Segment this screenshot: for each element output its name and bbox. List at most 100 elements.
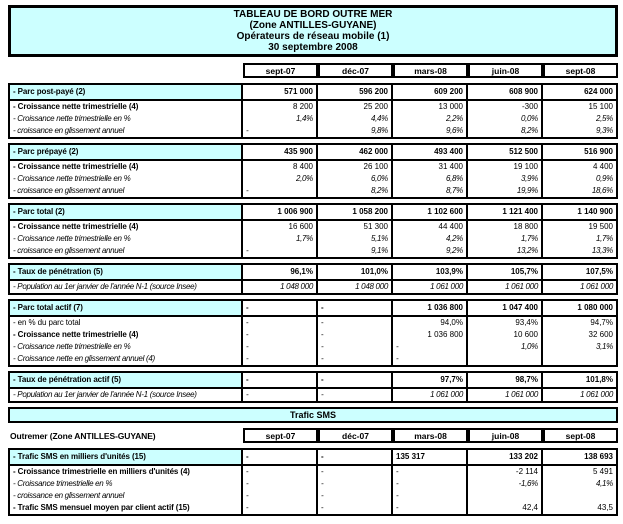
table-row: - Croissance nette trimestrielle (4) 8 40… <box>10 161 616 173</box>
value-cell <box>541 353 616 365</box>
report-title-block: TABLEAU DE BORD OUTRE MER (Zone ANTILLES-… <box>8 5 618 57</box>
table-row: - Taux de pénétration actif (5) - -97,7% 98… <box>10 373 616 389</box>
table-row: - Parc prépayé (2) 435 900 462 000 493 400 5… <box>10 145 616 161</box>
value-cell: 2,0% <box>241 173 316 185</box>
row-label: - Parc prépayé (2) <box>10 145 241 159</box>
value-cell: - <box>241 329 316 341</box>
value-cell: 1 048 000 <box>316 281 391 293</box>
value-cell: 516 900 <box>541 145 616 159</box>
value-cell: - <box>241 373 316 387</box>
table-row: - Croissance nette trimestrielle en % 1,4… <box>10 113 616 125</box>
value-cell: 1 061 000 <box>466 281 541 293</box>
value-cell: 19 100 <box>466 161 541 173</box>
sms-header-spacer: Outremer (Zone ANTILLES-GUYANE) <box>8 428 243 443</box>
column-header-cell: mars-08 <box>393 428 468 443</box>
value-cell: - <box>241 125 316 137</box>
value-cell: 1 080 000 <box>541 301 616 315</box>
row-label: - en % du parc total <box>13 318 81 327</box>
table-row: - Croissance nette trimestrielle en % 2,0… <box>10 173 616 185</box>
value-cell: 43,5 <box>541 502 616 514</box>
table-row: - Trafic SMS en milliers d'unités (15) - -… <box>10 450 616 466</box>
value-cell: 2,5% <box>541 113 616 125</box>
table-row: - croissance en glissement annuel -9,8% 9,… <box>10 125 616 137</box>
report-title-line: TABLEAU DE BORD OUTRE MER <box>233 9 393 20</box>
row-label: - Parc post-payé (2) <box>10 85 241 99</box>
row-label: - croissance en glissement annuel <box>13 186 125 195</box>
table-row: - Population au 1er janvier de l'année N… <box>10 281 616 293</box>
table-row: - Croissance nette trimestrielle en % - - -… <box>10 341 616 353</box>
row-label: - Trafic SMS mensuel moyen par client ac… <box>13 503 190 512</box>
value-cell: 0,0% <box>466 113 541 125</box>
value-cell: - <box>316 389 391 401</box>
value-cell: - <box>241 478 316 490</box>
row-label: - Croissance nette trimestrielle en % <box>13 234 131 243</box>
value-cell: 1 047 400 <box>466 301 541 315</box>
value-cell: - <box>316 502 391 514</box>
value-cell: 19 500 <box>541 221 616 233</box>
value-cell: 3,9% <box>466 173 541 185</box>
row-label: - Croissance nette trimestrielle (4) <box>13 222 139 231</box>
report-title-line: 30 septembre 2008 <box>268 42 358 53</box>
row-label: - Parc total (2) <box>10 205 241 219</box>
value-cell: 96,1% <box>241 265 316 279</box>
value-cell: 18,6% <box>541 185 616 197</box>
value-cell: 608 900 <box>466 85 541 99</box>
value-cell: 1,7% <box>466 233 541 245</box>
section-parc-total-actif: - Parc total actif (7) - -1 036 800 1 047 4… <box>8 299 618 367</box>
sms-section-area: - Trafic SMS en milliers d'unités (15) - -… <box>0 448 623 516</box>
value-cell: 25 200 <box>316 101 391 113</box>
value-cell: 103,9% <box>391 265 466 279</box>
section-parc-post-paye: - Parc post-payé (2) 571 000 596 200 609 20… <box>8 83 618 139</box>
value-cell: 105,7% <box>466 265 541 279</box>
column-header-cell: sept-08 <box>543 63 618 78</box>
value-cell: - <box>241 185 316 197</box>
value-cell: 0,9% <box>541 173 616 185</box>
value-cell: 571 000 <box>241 85 316 99</box>
report-title-line: (Zone ANTILLES-GUYANE) <box>249 20 377 31</box>
value-cell: 1 061 000 <box>541 281 616 293</box>
value-cell: 1 140 900 <box>541 205 616 219</box>
value-cell: 512 500 <box>466 145 541 159</box>
value-cell: - <box>316 301 391 315</box>
value-cell: 1 061 000 <box>391 281 466 293</box>
value-cell: 19,9% <box>466 185 541 197</box>
table-row: - Croissance nette en glissement annuel … <box>10 353 616 365</box>
value-cell: 8,2% <box>316 185 391 197</box>
row-label: - Population au 1er janvier de l'année N… <box>13 390 197 399</box>
value-cell: 1 121 400 <box>466 205 541 219</box>
value-cell: 10 600 <box>466 329 541 341</box>
table-row: - Parc total (2) 1 006 900 1 058 200 1 102 … <box>10 205 616 221</box>
value-cell: 18 800 <box>466 221 541 233</box>
value-cell: 3,1% <box>541 341 616 353</box>
value-cell: - <box>241 450 316 464</box>
value-cell: - <box>316 341 391 353</box>
value-cell: 93,4% <box>466 317 541 329</box>
table-row: - croissance en glissement annuel - - - <box>10 490 616 502</box>
column-header-cell: déc-07 <box>318 63 393 78</box>
sms-band-title: Trafic SMS <box>289 410 336 420</box>
column-header-cell: sept-07 <box>243 428 318 443</box>
value-cell: - <box>316 373 391 387</box>
sms-column-header-row: Outremer (Zone ANTILLES-GUYANE) sept-07 d… <box>8 428 623 443</box>
section-taux-de-penetration: - Taux de pénétration (5) 96,1% 101,0% 103,… <box>8 263 618 295</box>
section-trafic-sms: - Trafic SMS en milliers d'unités (15) - -… <box>8 448 618 516</box>
value-cell: 9,1% <box>316 245 391 257</box>
row-label: - Croissance nette trimestrielle en % <box>13 174 131 183</box>
value-cell: 609 200 <box>391 85 466 99</box>
value-cell: 133 202 <box>466 450 541 464</box>
section-parc-prepaye: - Parc prépayé (2) 435 900 462 000 493 400 5… <box>8 143 618 199</box>
value-cell: 31 400 <box>391 161 466 173</box>
value-cell <box>541 490 616 502</box>
value-cell: 8 400 <box>241 161 316 173</box>
value-cell: 1 061 000 <box>466 389 541 401</box>
value-cell: 624 000 <box>541 85 616 99</box>
column-header-cell: juin-08 <box>468 63 543 78</box>
value-cell: - <box>241 389 316 401</box>
row-label: - Taux de pénétration (5) <box>10 265 241 279</box>
row-label: - Parc total actif (7) <box>10 301 241 315</box>
table-row: - Parc post-payé (2) 571 000 596 200 609 20… <box>10 85 616 101</box>
value-cell: 9,8% <box>316 125 391 137</box>
value-cell: 13,2% <box>466 245 541 257</box>
value-cell: - <box>391 502 466 514</box>
row-label: - croissance en glissement annuel <box>13 491 125 500</box>
